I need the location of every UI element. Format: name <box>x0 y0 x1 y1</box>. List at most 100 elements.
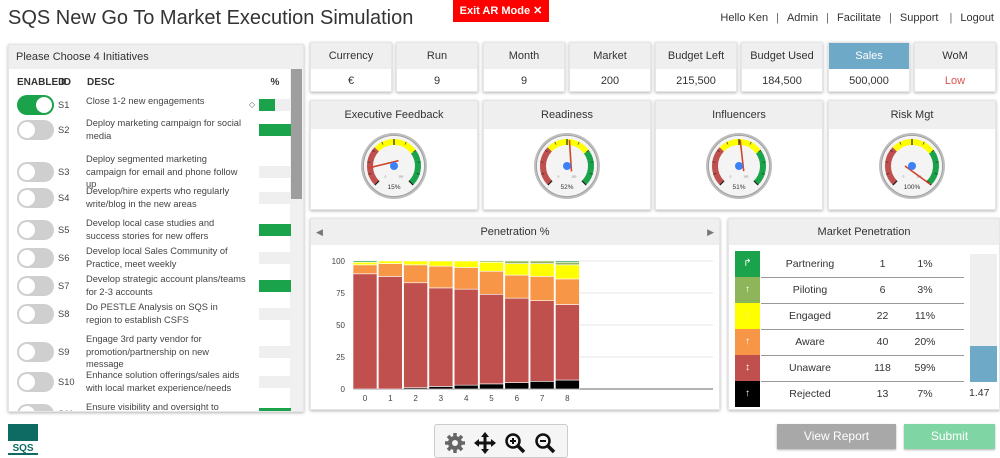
bar-segment <box>480 294 504 384</box>
enable-toggle[interactable] <box>17 248 54 268</box>
bar-segment <box>505 383 529 389</box>
enable-toggle[interactable] <box>17 220 54 240</box>
progress-fill <box>259 408 291 411</box>
bar-segment <box>505 275 529 298</box>
initiative-progress <box>259 224 291 236</box>
exit-ar-mode-button[interactable]: Exit AR Mode ✕ <box>453 0 549 22</box>
page-title: SQS New Go To Market Execution Simulatio… <box>8 7 413 30</box>
initiative-desc: Deploy marketing campaign for social med… <box>86 117 246 142</box>
gauge-title: Executive Feedback <box>311 101 477 129</box>
bar-segment <box>429 261 453 266</box>
zoom-in-icon[interactable] <box>503 431 527 455</box>
stage-arrow-icon: ↑ <box>735 303 760 329</box>
stage-arrow-icon: ↑ <box>735 329 760 355</box>
initiative-id: S2 <box>58 125 69 135</box>
gauge-title: Readiness <box>484 101 650 129</box>
kpi-currency: Currency€ <box>310 42 392 92</box>
y-tick-label: 75 <box>336 289 345 298</box>
top-nav: Hello Ken| Admin| Facilitate| Support | … <box>720 12 994 24</box>
enable-toggle[interactable] <box>17 372 54 392</box>
bar-segment <box>454 261 478 267</box>
x-tick-label: 5 <box>489 394 494 403</box>
bar-segment <box>505 261 529 264</box>
kpi-value: 215,500 <box>656 69 736 93</box>
zoom-out-icon[interactable] <box>533 431 557 455</box>
enable-toggle[interactable] <box>17 276 54 296</box>
enable-toggle[interactable] <box>17 188 54 208</box>
gauge-dial-icon: 0100100% <box>878 132 946 200</box>
bar-segment <box>530 276 554 300</box>
gauge-risk-mgt: Risk Mgt0100100% <box>828 100 996 210</box>
initiatives-title: Please Choose 4 Initiatives <box>9 45 303 69</box>
gear-icon[interactable] <box>443 431 467 455</box>
gauge-value: 51% <box>732 184 745 191</box>
prev-arrow-icon[interactable]: ◀ <box>316 219 323 245</box>
x-tick-label: 4 <box>464 394 469 403</box>
kpi-value: € <box>311 69 391 93</box>
bar-segment <box>480 262 504 271</box>
x-tick-label: 8 <box>565 394 570 403</box>
enable-toggle[interactable] <box>17 342 54 362</box>
toggle-knob <box>19 164 35 180</box>
toggle-knob <box>19 306 35 322</box>
stage-count: 13 <box>860 388 905 400</box>
enable-toggle[interactable] <box>17 304 54 324</box>
support-link[interactable]: Support <box>900 12 939 24</box>
initiative-id: S4 <box>58 193 69 203</box>
toggle-knob <box>19 374 35 390</box>
enable-toggle[interactable] <box>17 95 54 115</box>
market-penetration-title: Market Penetration <box>729 219 999 245</box>
diamond-icon[interactable]: ◇ <box>249 100 255 109</box>
bar-segment <box>454 289 478 385</box>
facilitate-link[interactable]: Facilitate <box>837 12 881 24</box>
bar-segment <box>530 261 554 264</box>
bar-segment <box>480 271 504 294</box>
initiative-desc: Develop strategic account plans/teams fo… <box>86 273 246 298</box>
toggle-knob <box>19 344 35 360</box>
kpi-value: 184,500 <box>742 69 822 93</box>
scrollbar-thumb[interactable] <box>291 69 302 199</box>
logout-link[interactable]: Logout <box>960 12 994 24</box>
penetration-index-value: 1.47 <box>969 387 989 399</box>
initiative-progress <box>259 99 291 111</box>
stage-pct: 7% <box>905 388 945 400</box>
gauge-value: 52% <box>560 184 573 191</box>
bar-segment <box>404 283 428 388</box>
bar-segment <box>353 261 377 262</box>
enable-toggle[interactable] <box>17 120 54 140</box>
initiative-id: S1 <box>58 100 69 110</box>
kpi-label: Run <box>397 43 477 69</box>
initiative-progress <box>259 408 291 411</box>
initiative-row: S1 Close 1-2 new engagements◇ <box>9 95 292 115</box>
bar-segment <box>555 265 579 279</box>
bar-segment <box>555 305 579 381</box>
bar-segment <box>555 279 579 305</box>
initiative-desc: Close 1-2 new engagements <box>86 95 246 108</box>
initiative-id: S7 <box>58 281 69 291</box>
next-arrow-icon[interactable]: ▶ <box>707 219 714 245</box>
enable-toggle[interactable] <box>17 162 54 182</box>
stage-pct: 1% <box>905 258 945 270</box>
chart-header: ◀ Penetration % ▶ <box>311 219 719 245</box>
stage-name: Engaged <box>760 310 860 322</box>
submit-button[interactable]: Submit <box>904 424 995 449</box>
admin-link[interactable]: Admin <box>787 12 818 24</box>
enable-toggle[interactable] <box>17 404 54 411</box>
view-report-button[interactable]: View Report <box>777 424 896 449</box>
toggle-knob <box>19 190 35 206</box>
initiative-desc: Engage 3rd party vendor for promotion/pa… <box>86 333 246 371</box>
y-tick-label: 50 <box>336 321 345 330</box>
move-icon[interactable] <box>473 431 497 455</box>
initiative-id: S8 <box>58 309 69 319</box>
